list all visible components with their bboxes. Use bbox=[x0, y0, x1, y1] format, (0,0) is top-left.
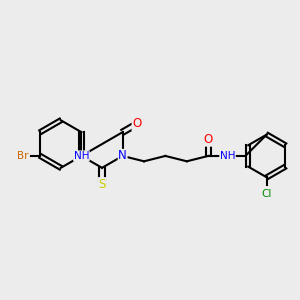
Text: S: S bbox=[98, 178, 106, 191]
Text: NH: NH bbox=[220, 151, 235, 161]
Text: Cl: Cl bbox=[262, 189, 272, 199]
Text: O: O bbox=[204, 133, 213, 146]
Text: NH: NH bbox=[74, 151, 89, 161]
Text: O: O bbox=[132, 118, 141, 130]
Text: Br: Br bbox=[17, 151, 28, 161]
Text: N: N bbox=[118, 149, 127, 162]
